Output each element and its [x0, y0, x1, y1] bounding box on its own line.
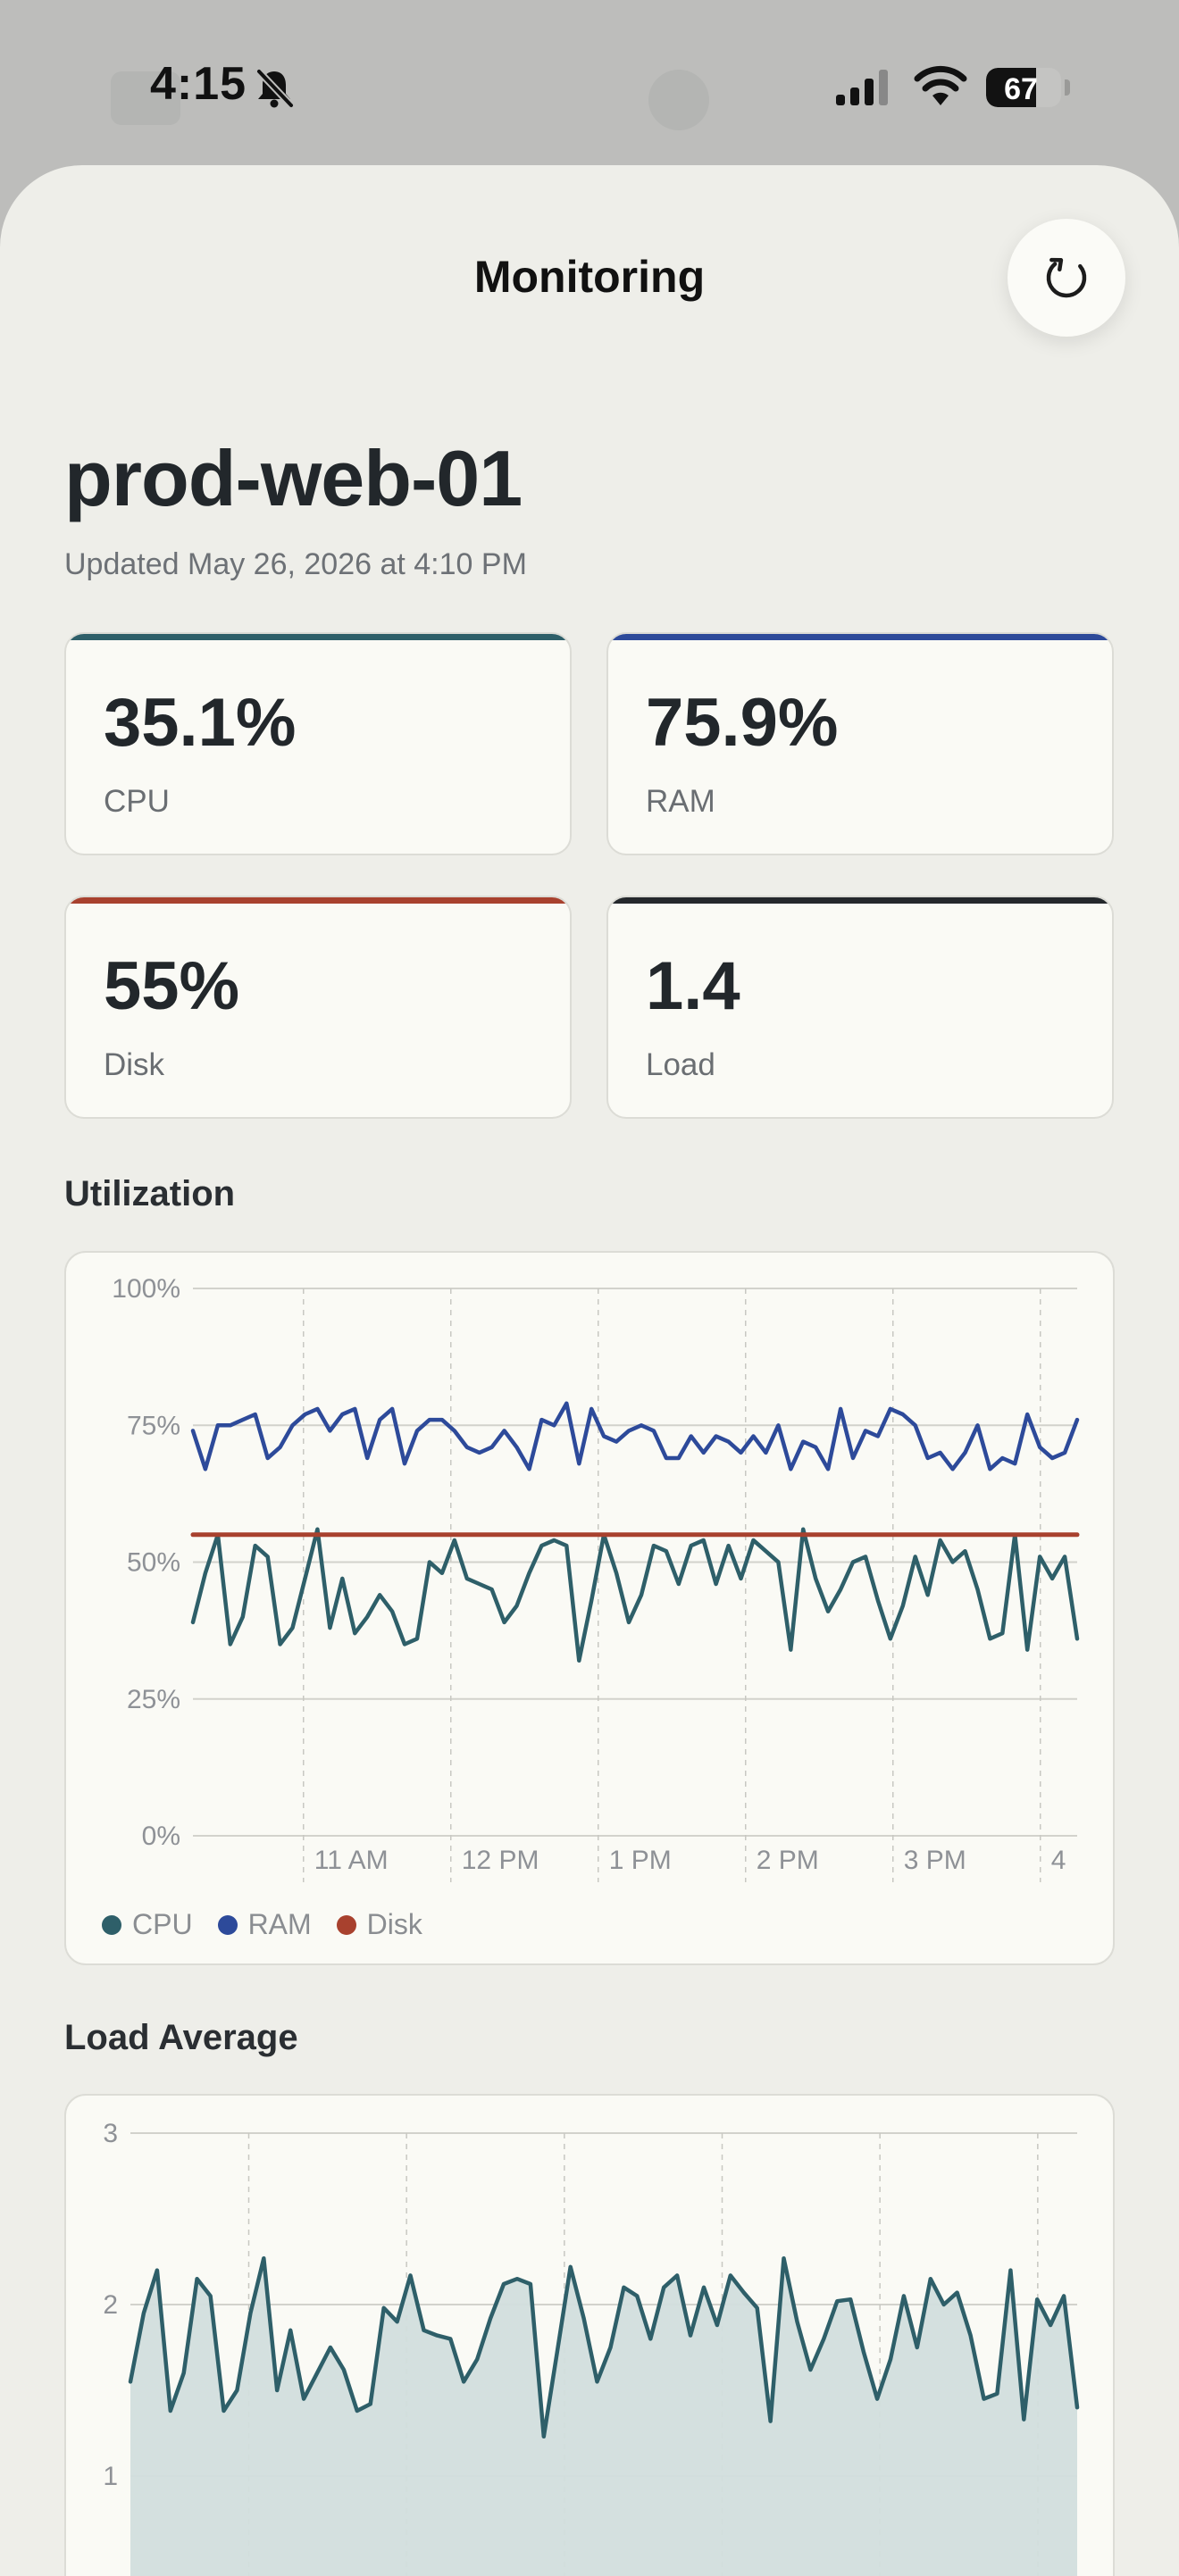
y-tick-label: 2: [103, 2290, 118, 2320]
load-average-heading: Load Average: [64, 2018, 298, 2057]
stat-value: 75.9%: [646, 685, 839, 761]
y-tick-label: 0%: [142, 1822, 180, 1851]
legend-label: CPU: [132, 1908, 193, 1940]
x-tick-label: 1 PM: [609, 1846, 672, 1875]
stat-value: 35.1%: [104, 685, 297, 761]
background-app-icon: [111, 71, 180, 125]
y-tick-label: 25%: [127, 1685, 180, 1714]
legend-swatch: [217, 1914, 238, 1935]
stat-label: RAM: [646, 784, 715, 819]
nav-title: Monitoring: [473, 252, 706, 302]
stat-accent-bar: [608, 897, 1112, 904]
utilization-chart-card: 100% 75% 50% 25% 0% 11 AM 12 PM 1 PM 2 PM 3 PM 4 C…: [64, 1251, 1115, 1965]
legend-item-disk: Disk: [336, 1908, 422, 1941]
legend-swatch: [102, 1914, 121, 1935]
legend-swatch: [336, 1914, 356, 1935]
stat-accent-bar: [608, 634, 1112, 640]
legend-item-ram: RAM: [217, 1908, 312, 1941]
stat-label: CPU: [104, 784, 170, 819]
series-line-cpu: [190, 1527, 1080, 1663]
x-tick-label: 2 PM: [757, 1846, 819, 1875]
stat-label: Load: [646, 1047, 715, 1082]
cellular-signal-icon: [836, 70, 888, 105]
load-average-chart-card: 3 2 1: [64, 2094, 1115, 2576]
stat-value: 55%: [104, 948, 240, 1024]
stat-card-load: 1.4 Load: [606, 896, 1114, 1119]
y-tick-label: 75%: [127, 1411, 180, 1440]
battery-icon: 67: [986, 68, 1061, 107]
stat-accent-bar: [66, 634, 570, 640]
stat-card-disk: 55% Disk: [64, 896, 572, 1119]
x-tick-label: 11 AM: [314, 1846, 389, 1875]
x-tick-label: 4: [1051, 1846, 1066, 1875]
refresh-icon: [1046, 257, 1087, 298]
y-tick-label: 3: [103, 2119, 118, 2148]
stat-label: Disk: [104, 1047, 165, 1082]
chart-legend: CPU RAM Disk: [102, 1908, 422, 1941]
x-tick-label: 12 PM: [462, 1846, 539, 1875]
utilization-chart: 100% 75% 50% 25% 0% 11 AM 12 PM 1 PM 2 PM 3 PM 4: [112, 1274, 1080, 1882]
status-time: 4:15: [150, 58, 247, 110]
utilization-heading: Utilization: [64, 1174, 236, 1213]
stat-card-cpu: 35.1% CPU: [64, 632, 572, 855]
monitoring-sheet: Monitoring prod-web-01 Updated May 26, 2…: [0, 165, 1179, 2576]
stat-value: 1.4: [646, 948, 740, 1024]
last-updated-text: Updated May 26, 2026 at 4:10 PM: [64, 547, 527, 581]
status-bar: 4:15 67: [0, 0, 1179, 170]
stat-accent-bar: [66, 897, 570, 904]
legend-label: RAM: [247, 1908, 312, 1940]
server-name: prod-web-01: [64, 434, 523, 522]
load-area-fill: [130, 2258, 1077, 2576]
stat-card-ram: 75.9% RAM: [606, 632, 1114, 855]
series-line-load: [128, 2255, 1080, 2439]
y-tick-label: 1: [103, 2462, 118, 2491]
load-average-chart: 3 2 1: [103, 2119, 1080, 2576]
battery-percent: 67: [1004, 72, 1038, 106]
bell-slash-icon: [255, 68, 295, 109]
battery-cap: [1065, 79, 1070, 96]
legend-label: Disk: [366, 1908, 422, 1940]
refresh-button[interactable]: [1008, 219, 1125, 337]
legend-item-cpu: CPU: [102, 1908, 193, 1941]
y-tick-label: 100%: [112, 1274, 180, 1304]
background-avatar: [648, 70, 709, 130]
series-line-ram: [190, 1401, 1080, 1471]
wifi-icon: [914, 65, 967, 105]
y-tick-label: 50%: [127, 1548, 180, 1578]
x-tick-label: 3 PM: [904, 1846, 966, 1875]
